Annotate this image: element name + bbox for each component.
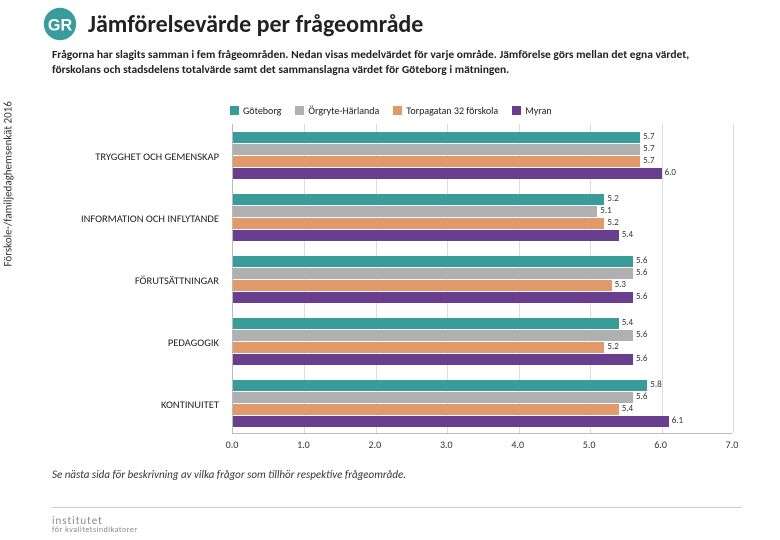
- bar-value-label: 5.2: [604, 193, 618, 204]
- bar-value-label: 5.7: [640, 131, 654, 142]
- bar-value-label: 5.4: [619, 317, 633, 328]
- x-axis-tick: 4.0: [511, 438, 524, 451]
- bar: 5.6: [233, 256, 633, 267]
- bar-value-label: 5.6: [633, 267, 647, 278]
- legend-swatch: [295, 106, 304, 115]
- footer-logo-line2: för kvalitetsindikatorer: [52, 526, 138, 534]
- gr-logo: GR: [42, 6, 78, 42]
- bar: 5.6: [233, 392, 633, 403]
- bar-value-label: 5.4: [619, 403, 633, 414]
- bar-value-label: 5.2: [604, 341, 618, 352]
- page-title: Jämförelsevärde per frågeområde: [88, 10, 423, 39]
- bar: 5.8: [233, 380, 647, 391]
- bar: 5.3: [233, 280, 612, 291]
- legend-label: Torpagatan 32 förskola: [406, 104, 498, 117]
- chart-plot-area: TRYGGHET OCH GEMENSKAP5.75.75.76.0 INFORM…: [232, 124, 732, 434]
- x-axis-tick: 3.0: [440, 438, 453, 451]
- legend-label: Myran: [525, 104, 551, 117]
- bar-value-label: 5.6: [633, 391, 647, 402]
- x-axis-tick: 2.0: [369, 438, 382, 451]
- legend-swatch: [230, 106, 239, 115]
- bar-value-label: 5.6: [633, 353, 647, 364]
- bar-value-label: 5.1: [597, 205, 611, 216]
- bar-group: INFORMATION OCH INFLYTANDE5.25.15.25.4: [233, 190, 732, 246]
- bar: 5.4: [233, 230, 619, 241]
- bar: 5.7: [233, 156, 640, 167]
- bar: 6.1: [233, 416, 669, 427]
- footer-divider: [52, 507, 742, 508]
- legend-item: Myran: [512, 104, 551, 117]
- category-label: TRYGGHET OCH GEMENSKAP: [53, 128, 225, 184]
- bar: 5.6: [233, 330, 633, 341]
- bar: 5.2: [233, 218, 604, 229]
- legend-swatch: [393, 106, 402, 115]
- bar: 5.2: [233, 342, 604, 353]
- bar: 5.2: [233, 194, 604, 205]
- bar: 5.6: [233, 268, 633, 279]
- bar-value-label: 5.6: [633, 255, 647, 266]
- legend-item: Torpagatan 32 förskola: [393, 104, 498, 117]
- category-label: PEDAGOGIK: [53, 314, 225, 370]
- bar: 5.6: [233, 292, 633, 303]
- category-label: INFORMATION OCH INFLYTANDE: [53, 190, 225, 246]
- bar-value-label: 5.6: [633, 329, 647, 340]
- footnote-text: Se nästa sida för beskrivning av vilka f…: [52, 468, 406, 481]
- x-axis-tick: 0.0: [226, 438, 239, 451]
- bar-group: TRYGGHET OCH GEMENSKAP5.75.75.76.0: [233, 128, 732, 184]
- chart-legend: Göteborg Örgryte-Härlanda Torpagatan 32 fö…: [230, 104, 552, 117]
- bar-group: PEDAGOGIK5.45.65.25.6: [233, 314, 732, 370]
- bar-value-label: 5.8: [647, 379, 661, 390]
- category-label: FÖRUTSÄTTNINGAR: [53, 252, 225, 308]
- bar: 5.7: [233, 132, 640, 143]
- x-axis-tick: 6.0: [654, 438, 667, 451]
- sidebar-survey-label: Förskole-/familjedaghemsenkät 2016: [2, 101, 15, 266]
- bar: 5.7: [233, 144, 640, 155]
- bar-value-label: 6.0: [662, 167, 676, 178]
- bar: 5.4: [233, 318, 619, 329]
- bar-value-label: 6.1: [669, 415, 683, 426]
- header: GR Jämförelsevärde per frågeområde: [42, 6, 423, 42]
- bar-value-label: 5.4: [619, 229, 633, 240]
- bar-value-label: 5.6: [633, 291, 647, 302]
- legend-item: Göteborg: [230, 104, 281, 117]
- bar-value-label: 5.7: [640, 143, 654, 154]
- bar-value-label: 5.3: [612, 279, 626, 290]
- grid-line: [733, 124, 734, 433]
- x-axis-tick: 5.0: [583, 438, 596, 451]
- description-text: Frågorna har slagits samman i fem frågeo…: [52, 48, 732, 78]
- bar: 5.4: [233, 404, 619, 415]
- bar: 6.0: [233, 168, 662, 179]
- bar: 5.6: [233, 354, 633, 365]
- footer-logo: institutet för kvalitetsindikatorer: [52, 515, 138, 534]
- comparison-bar-chart: TRYGGHET OCH GEMENSKAP5.75.75.76.0INFORM…: [52, 124, 742, 454]
- bar-group: FÖRUTSÄTTNINGAR5.65.65.35.6: [233, 252, 732, 308]
- svg-text:GR: GR: [48, 16, 73, 34]
- legend-label: Örgryte-Härlanda: [308, 104, 379, 117]
- bar-value-label: 5.2: [604, 217, 618, 228]
- category-label: KONTINUITET: [53, 376, 225, 432]
- bar-value-label: 5.7: [640, 155, 654, 166]
- x-axis-tick: 1.0: [297, 438, 310, 451]
- bar: 5.1: [233, 206, 597, 217]
- x-axis-tick: 7.0: [726, 438, 739, 451]
- bar-group: KONTINUITET5.85.65.46.1: [233, 376, 732, 432]
- legend-label: Göteborg: [243, 104, 281, 117]
- legend-item: Örgryte-Härlanda: [295, 104, 379, 117]
- legend-swatch: [512, 106, 521, 115]
